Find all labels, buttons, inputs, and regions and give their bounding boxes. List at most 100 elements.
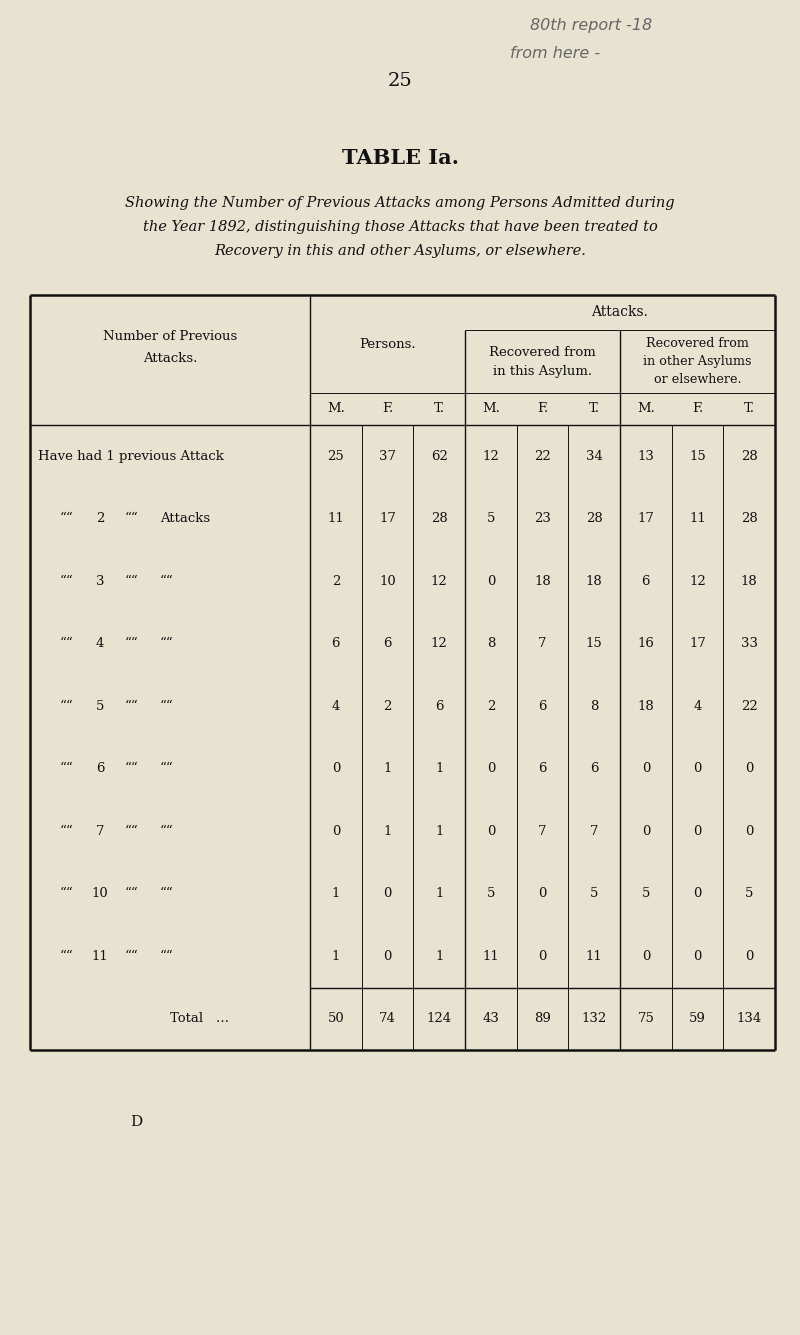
- Text: 13: 13: [638, 450, 654, 463]
- Text: 1: 1: [383, 762, 392, 776]
- Text: ““: ““: [125, 949, 138, 963]
- Text: 4: 4: [694, 700, 702, 713]
- Text: 34: 34: [586, 450, 602, 463]
- Text: 16: 16: [638, 637, 654, 650]
- Text: M.: M.: [327, 402, 345, 415]
- Text: 0: 0: [538, 888, 546, 900]
- Text: 0: 0: [538, 949, 546, 963]
- Text: 3: 3: [96, 575, 104, 587]
- Text: 2: 2: [486, 700, 495, 713]
- Text: 50: 50: [327, 1012, 344, 1025]
- Text: 8: 8: [486, 637, 495, 650]
- Text: 0: 0: [694, 762, 702, 776]
- Text: 134: 134: [737, 1012, 762, 1025]
- Text: 0: 0: [642, 762, 650, 776]
- Text: Number of Previous: Number of Previous: [103, 330, 237, 343]
- Text: 74: 74: [379, 1012, 396, 1025]
- Text: 5: 5: [96, 700, 104, 713]
- Text: 132: 132: [582, 1012, 606, 1025]
- Text: ““: ““: [60, 700, 74, 713]
- Text: T.: T.: [589, 402, 600, 415]
- Text: 12: 12: [482, 450, 499, 463]
- Text: 6: 6: [642, 575, 650, 587]
- Text: Recovered from
in this Asylum.: Recovered from in this Asylum.: [489, 346, 596, 378]
- Text: 4: 4: [96, 637, 104, 650]
- Text: ““: ““: [160, 637, 174, 650]
- Text: ““: ““: [125, 575, 138, 587]
- Text: Have had 1 previous Attack: Have had 1 previous Attack: [38, 450, 224, 463]
- Text: 1: 1: [435, 825, 443, 838]
- Text: 5: 5: [642, 888, 650, 900]
- Text: ““: ““: [60, 825, 74, 838]
- Text: 11: 11: [586, 949, 602, 963]
- Text: 0: 0: [642, 825, 650, 838]
- Text: ““: ““: [160, 700, 174, 713]
- Text: 0: 0: [694, 888, 702, 900]
- Text: 2: 2: [96, 513, 104, 525]
- Text: the Year 1892, distinguishing those Attacks that have been treated to: the Year 1892, distinguishing those Atta…: [142, 220, 658, 234]
- Text: 5: 5: [745, 888, 754, 900]
- Text: Attacks: Attacks: [160, 513, 210, 525]
- Text: ““: ““: [160, 825, 174, 838]
- Text: 28: 28: [430, 513, 447, 525]
- Text: ““: ““: [60, 888, 74, 900]
- Text: 0: 0: [745, 949, 754, 963]
- Text: 22: 22: [534, 450, 551, 463]
- Text: D: D: [130, 1115, 142, 1129]
- Text: Attacks.: Attacks.: [591, 306, 649, 319]
- Text: 17: 17: [689, 637, 706, 650]
- Text: ““: ““: [125, 637, 138, 650]
- Text: F.: F.: [382, 402, 393, 415]
- Text: 89: 89: [534, 1012, 551, 1025]
- Text: ““: ““: [60, 637, 74, 650]
- Text: 11: 11: [92, 949, 108, 963]
- Text: 33: 33: [741, 637, 758, 650]
- Text: 25: 25: [388, 72, 412, 89]
- Text: 12: 12: [430, 637, 447, 650]
- Text: 11: 11: [482, 949, 499, 963]
- Text: 17: 17: [379, 513, 396, 525]
- Text: 25: 25: [327, 450, 344, 463]
- Text: ““: ““: [125, 888, 138, 900]
- Text: 0: 0: [332, 762, 340, 776]
- Text: 1: 1: [383, 825, 392, 838]
- Text: 11: 11: [327, 513, 344, 525]
- Text: 28: 28: [586, 513, 602, 525]
- Text: ““: ““: [60, 513, 74, 525]
- Text: T.: T.: [744, 402, 754, 415]
- Text: 0: 0: [383, 949, 392, 963]
- Text: 8: 8: [590, 700, 598, 713]
- Text: 18: 18: [638, 700, 654, 713]
- Text: 7: 7: [538, 637, 546, 650]
- Text: 1: 1: [332, 888, 340, 900]
- Text: 62: 62: [430, 450, 448, 463]
- Text: TABLE Ia.: TABLE Ia.: [342, 148, 458, 168]
- Text: 1: 1: [435, 888, 443, 900]
- Text: ““: ““: [160, 762, 174, 776]
- Text: 0: 0: [694, 949, 702, 963]
- Text: 2: 2: [383, 700, 392, 713]
- Text: from here -: from here -: [510, 45, 600, 61]
- Text: F.: F.: [692, 402, 703, 415]
- Text: 12: 12: [689, 575, 706, 587]
- Text: 28: 28: [741, 513, 758, 525]
- Text: ““: ““: [125, 825, 138, 838]
- Text: 10: 10: [379, 575, 396, 587]
- Text: M.: M.: [482, 402, 500, 415]
- Text: 28: 28: [741, 450, 758, 463]
- Text: 17: 17: [638, 513, 654, 525]
- Text: 1: 1: [332, 949, 340, 963]
- Text: 0: 0: [745, 825, 754, 838]
- Text: Attacks.: Attacks.: [143, 352, 197, 366]
- Text: 37: 37: [379, 450, 396, 463]
- Text: 15: 15: [586, 637, 602, 650]
- Text: 5: 5: [590, 888, 598, 900]
- Text: 0: 0: [486, 762, 495, 776]
- Text: ““: ““: [125, 513, 138, 525]
- Text: 18: 18: [534, 575, 551, 587]
- Text: ““: ““: [60, 575, 74, 587]
- Text: 124: 124: [426, 1012, 452, 1025]
- Text: ““: ““: [160, 575, 174, 587]
- Text: Persons.: Persons.: [359, 338, 416, 351]
- Text: 75: 75: [638, 1012, 654, 1025]
